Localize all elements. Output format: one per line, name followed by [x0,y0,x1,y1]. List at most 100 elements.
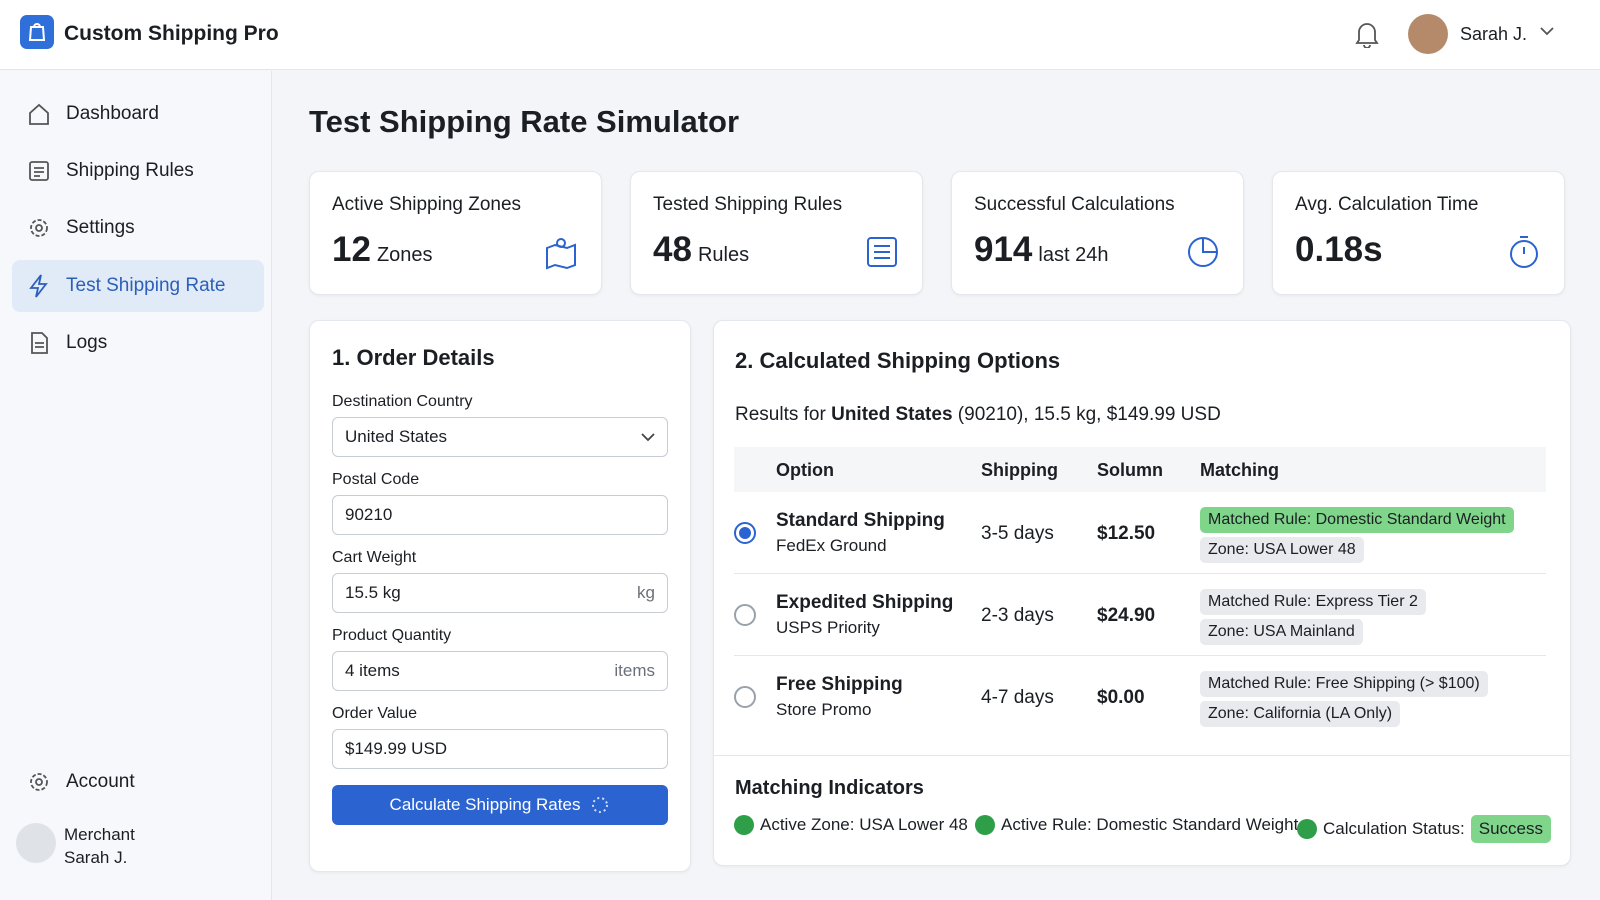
stat-value: 12 [332,230,371,269]
section-title: Matching Indicators [735,777,924,799]
check-icon [734,815,754,835]
summary-rest: (90210), 15.5 kg, $149.99 USD [957,404,1221,425]
notifications[interactable] [1354,20,1380,48]
stat-label: Tested Shipping Rules [653,194,843,215]
zone-tag: Zone: California (LA Only) [1200,701,1401,727]
rule-tag: Matched Rule: Express Tier 2 [1200,589,1426,615]
option-price: $0.00 [1097,687,1145,708]
results-summary: Results for United States (90210), 15.5 … [735,404,1221,426]
nav-label: Account [66,771,135,792]
nav-item[interactable]: Shipping Rules [12,145,264,197]
icon [29,103,49,125]
icon [641,433,655,442]
field-label: Destination Country [332,393,473,410]
field-value: 90210 [345,505,393,524]
stat-unit: Zones [376,244,433,266]
stat-card: Tested Shipping Rules 48 Rules [630,171,923,295]
nav-label: Dashboard [66,103,159,124]
option-name: Standard Shipping [776,510,945,531]
icon [29,161,49,181]
icon [867,237,897,267]
page-title: Test Shipping Rate Simulator [309,104,740,139]
spinner [592,797,609,813]
field-value: United States [345,427,448,446]
nav-item[interactable]: Account [12,756,264,808]
indicator: Active Zone: USA Lower 48 [734,815,968,835]
nav-label: Shipping Rules [66,160,194,181]
indicator-text: Active Rule: Domestic Standard Weight [1001,815,1299,834]
user-menu[interactable] [1540,26,1554,36]
stat-value: 0.18s [1295,230,1383,269]
column-header: Matching [1200,460,1279,480]
nav-item[interactable]: Dashboard [12,88,264,140]
button-label: Calculate Shipping Rates [389,795,581,814]
option-name: Expedited Shipping [776,592,954,613]
nav-item[interactable]: Test Shipping Rate [12,260,264,312]
icon [29,274,48,298]
column-header: Option [776,460,834,480]
nav-item[interactable]: Settings [12,202,264,254]
merchant[interactable]: Merchant Sarah J. [64,823,135,869]
option-price: $12.50 [1097,523,1156,544]
nav-label: Test Shipping Rate [66,275,226,296]
indicator: Active Rule: Domestic Standard Weight [975,815,1298,835]
field-suffix: items [614,661,655,680]
option-time: 2-3 days [981,605,1054,626]
stat-label: Avg. Calculation Time [1295,194,1479,215]
indicator-text: Active Zone: USA Lower 48 [760,815,968,834]
icon [31,332,48,354]
field-value: 15.5 kg [345,583,401,602]
option-carrier: Store Promo [776,700,872,719]
icon [30,219,48,237]
nav-item[interactable]: Logs [12,317,264,369]
rule-tag: Matched Rule: Free Shipping (> $100) [1200,671,1488,697]
field-label: Order Value [332,705,418,722]
option-price: $24.90 [1097,605,1156,626]
order-panel: 1. Order Details Destination Country Uni… [309,320,691,872]
check-icon [975,815,995,835]
sidebar: Dashboard Shipping Rules Settings Test S… [0,71,272,900]
stat-card: Successful Calculations 914 last 24h [951,171,1244,295]
divider [714,755,1570,756]
option-row[interactable]: Expedited Shipping USPS Priority 2-3 days $… [734,574,1546,656]
field-value: 4 items [345,661,400,680]
nav-label: Settings [66,217,135,238]
radio[interactable] [734,522,756,544]
icon [546,238,576,270]
option-row[interactable]: Standard Shipping FedEx Ground 3-5 days $12… [734,492,1546,574]
option-carrier: FedEx Ground [776,536,887,555]
option-row[interactable]: Free Shipping Store Promo 4-7 days $0.00 Mat… [734,656,1546,738]
panel-title: 1. Order Details [332,345,495,370]
stat-value: 48 [653,230,692,269]
option-time: 4-7 days [981,687,1054,708]
icon [1510,236,1538,268]
field-value: $149.99 USD [345,739,448,758]
user-avatar[interactable] [1408,14,1448,54]
stat-value: 914 [974,230,1033,269]
stat-label: Successful Calculations [974,194,1175,215]
input[interactable]: 15.5 kg kg [332,573,668,613]
stat-unit: last 24h [1038,244,1109,266]
merchant-avatar [16,823,56,863]
input[interactable]: 90210 [332,495,668,535]
zone-tag: Zone: USA Lower 48 [1200,537,1364,563]
field-label: Product Quantity [332,627,452,644]
radio[interactable] [734,686,756,708]
nav-label: Logs [66,332,108,353]
top-bar: Custom Shipping Pro Sarah J. [0,0,1600,70]
panel-title: 2. Calculated Shipping Options [735,348,1061,373]
user-name[interactable]: Sarah J. [1460,24,1528,44]
logo [20,15,54,49]
stat-unit: Rules [697,244,750,266]
input[interactable]: 4 items items [332,651,668,691]
calculate-button[interactable]: Calculate Shipping Rates [332,785,668,825]
icon [1188,237,1218,267]
stat-card: Avg. Calculation Time 0.18s [1272,171,1565,295]
summary-country: United States [831,404,953,425]
indicator: Calculation Status: Success [1297,815,1551,843]
radio[interactable] [734,604,756,626]
select[interactable]: United States [332,417,668,457]
input[interactable]: $149.99 USD [332,729,668,769]
